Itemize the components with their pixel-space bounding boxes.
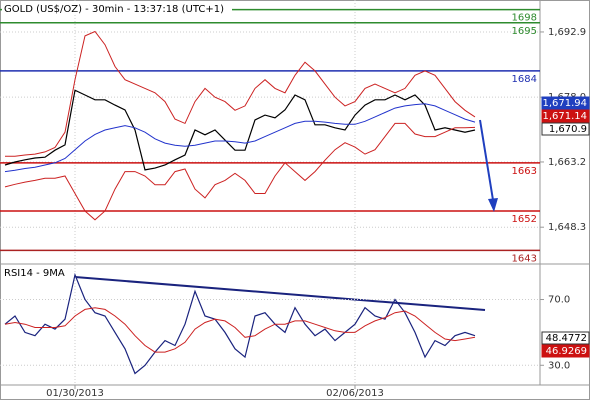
level-label: 1695 (512, 26, 537, 37)
price-tag-label: 1,670.9 (549, 124, 587, 135)
price-tag-label: 1,671.14 (542, 111, 587, 122)
rsi-title-bg (2, 267, 72, 280)
price-tag-label: 48.4772 (546, 333, 587, 344)
series-line (5, 30, 476, 157)
rsi-trend-line (74, 276, 486, 311)
title-bg (2, 2, 232, 15)
y-tick-label: 70.0 (548, 295, 570, 306)
series-line (4, 272, 476, 375)
y-tick-label: 1,663.2 (548, 157, 586, 168)
price-tag (541, 96, 590, 110)
y-tick-label: 1,648.3 (548, 222, 586, 233)
series-line (4, 89, 476, 171)
y-tick-label: 1,692.9 (548, 27, 586, 38)
series-line (4, 122, 476, 221)
series-line (4, 307, 476, 353)
price-tag-label: 46.9269 (546, 346, 587, 357)
price-tag (541, 344, 590, 358)
forecast-arrow (479, 119, 494, 201)
price-tag-label: 1,671.94 (542, 98, 587, 109)
level-label: 1698 (512, 13, 537, 24)
price-tag (541, 331, 590, 345)
level-label: 1643 (512, 253, 537, 264)
rsi-title: RSI14 - 9MA (4, 268, 65, 279)
x-tick-label: 02/06/2013 (326, 388, 384, 399)
price-tag (541, 109, 590, 123)
level-label: 1652 (512, 214, 537, 225)
level-label: 1684 (512, 74, 537, 85)
level-label: 1663 (512, 166, 537, 177)
series-line (4, 103, 476, 173)
forecast-arrow-head (488, 198, 498, 212)
chart-title: GOLD (US$/OZ) - 30min - 13:37:18 (UTC+1) (4, 4, 224, 15)
y-tick-label: 30.0 (548, 360, 570, 371)
price-tag (541, 122, 590, 136)
x-tick-label: 01/30/2013 (46, 388, 104, 399)
